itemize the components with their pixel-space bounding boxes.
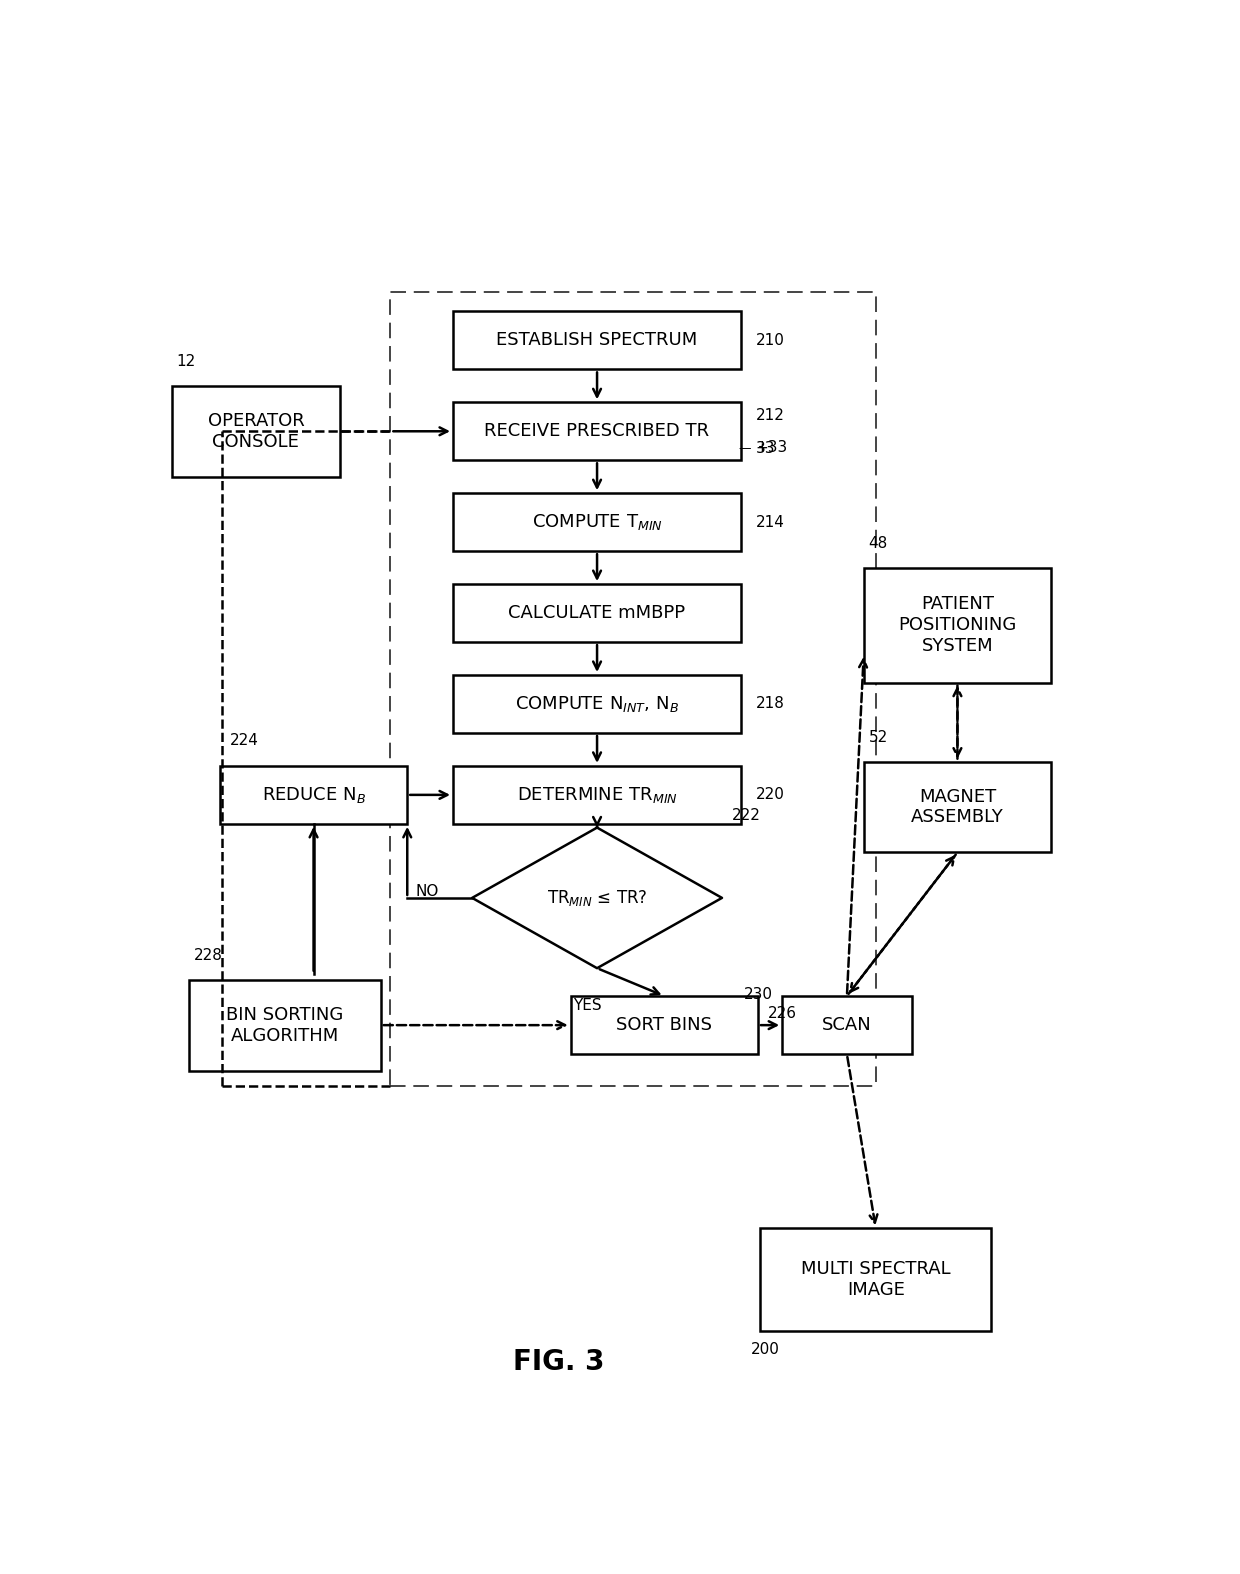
Text: DETERMINE TR$_{MIN}$: DETERMINE TR$_{MIN}$ — [517, 785, 677, 804]
FancyBboxPatch shape — [453, 584, 742, 642]
FancyBboxPatch shape — [453, 675, 742, 733]
Text: 220: 220 — [755, 787, 785, 803]
Text: 214: 214 — [755, 515, 785, 530]
FancyBboxPatch shape — [453, 312, 742, 370]
Text: MULTI SPECTRAL
IMAGE: MULTI SPECTRAL IMAGE — [801, 1261, 951, 1299]
Text: 48: 48 — [868, 535, 888, 551]
FancyBboxPatch shape — [219, 767, 407, 823]
Text: CALCULATE mMBPP: CALCULATE mMBPP — [508, 604, 686, 622]
Text: 210: 210 — [755, 332, 785, 348]
FancyBboxPatch shape — [453, 493, 742, 551]
FancyBboxPatch shape — [188, 979, 381, 1070]
Text: TR$_{MIN}$ ≤ TR?: TR$_{MIN}$ ≤ TR? — [547, 888, 647, 908]
FancyBboxPatch shape — [864, 762, 1052, 853]
Text: YES: YES — [573, 998, 601, 1014]
Text: 226: 226 — [768, 1006, 796, 1020]
Text: OPERATOR
CONSOLE: OPERATOR CONSOLE — [207, 412, 304, 450]
Text: MAGNET
ASSEMBLY: MAGNET ASSEMBLY — [911, 787, 1004, 826]
FancyBboxPatch shape — [453, 767, 742, 823]
Polygon shape — [472, 828, 722, 968]
Text: 12: 12 — [176, 354, 196, 368]
Text: SCAN: SCAN — [822, 1017, 872, 1034]
Text: —: — — [738, 442, 751, 455]
Text: SORT BINS: SORT BINS — [616, 1017, 712, 1034]
Text: COMPUTE N$_{INT}$, N$_{B}$: COMPUTE N$_{INT}$, N$_{B}$ — [515, 694, 680, 715]
Text: 222: 222 — [732, 807, 760, 823]
FancyBboxPatch shape — [760, 1228, 991, 1332]
Text: 218: 218 — [755, 696, 785, 711]
Text: RECEIVE PRESCRIBED TR: RECEIVE PRESCRIBED TR — [485, 422, 709, 441]
FancyBboxPatch shape — [570, 996, 758, 1055]
Text: ESTABLISH SPECTRUM: ESTABLISH SPECTRUM — [496, 332, 698, 349]
FancyBboxPatch shape — [172, 386, 340, 477]
Text: 224: 224 — [229, 733, 258, 748]
Text: 33: 33 — [755, 441, 775, 456]
Text: 230: 230 — [744, 987, 773, 1003]
FancyBboxPatch shape — [782, 996, 911, 1055]
Text: BIN SORTING
ALGORITHM: BIN SORTING ALGORITHM — [226, 1006, 343, 1045]
Text: FIG. 3: FIG. 3 — [513, 1347, 604, 1376]
FancyBboxPatch shape — [864, 568, 1052, 683]
Text: 200: 200 — [751, 1343, 780, 1357]
Text: ∔33: ∔33 — [755, 439, 787, 455]
Text: NO: NO — [415, 885, 439, 899]
Text: 228: 228 — [193, 948, 222, 963]
Text: 212: 212 — [755, 408, 785, 423]
Text: COMPUTE T$_{MIN}$: COMPUTE T$_{MIN}$ — [532, 512, 662, 532]
Text: 52: 52 — [868, 730, 888, 745]
FancyBboxPatch shape — [453, 403, 742, 460]
Text: PATIENT
POSITIONING
SYSTEM: PATIENT POSITIONING SYSTEM — [898, 595, 1017, 655]
Text: REDUCE N$_{B}$: REDUCE N$_{B}$ — [262, 785, 366, 804]
